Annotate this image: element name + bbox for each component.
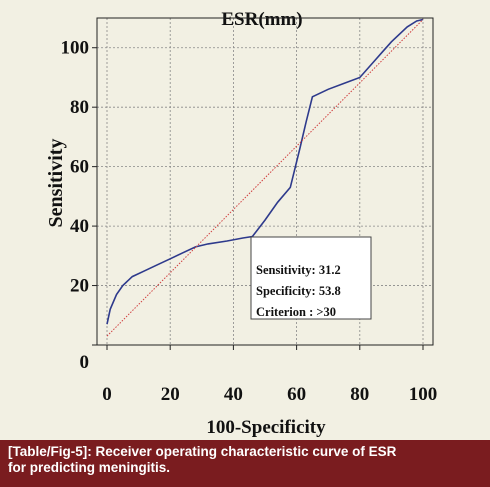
annotation-sensitivity: Sensitivity: 31.2: [256, 263, 341, 277]
y-tick-label: 20: [70, 276, 89, 297]
y-tick-labels: 0 20 40 60 80 100: [61, 38, 90, 373]
y-tick-label: 100: [61, 38, 90, 59]
y-tick-label: 60: [70, 157, 89, 178]
reference-diagonal-line: [106, 19, 424, 337]
roc-curve-line: [106, 18, 424, 325]
y-tick-label: 0: [80, 352, 90, 373]
x-axis-label: 100-Specificity: [206, 417, 326, 438]
plot-area-border: [96, 17, 434, 346]
y-axis-label: Sensitivity: [45, 139, 67, 228]
annotation-specificity: Specificity: 53.8: [256, 284, 341, 298]
x-tick-label: 0: [102, 384, 112, 405]
annotation-box-border: [250, 236, 372, 320]
caption-line-1: [Table/Fig-5]: Receiver operating charac…: [8, 444, 397, 459]
x-tick-label: 100: [409, 384, 438, 405]
x-tick-label: 40: [224, 384, 243, 405]
tick-marks: [92, 47, 424, 350]
x-tick-label: 20: [161, 384, 180, 405]
series-layer: [106, 18, 424, 337]
caption-line-2: for predicting meningitis.: [8, 460, 171, 475]
x-tick-label: 80: [350, 384, 369, 405]
chart-title: ESR(mm): [221, 9, 302, 30]
cutoff-annotation: Sensitivity: 31.2 Specificity: 53.8 Crit…: [250, 236, 372, 320]
figure-caption: [Table/Fig-5]: Receiver operating charac…: [0, 440, 490, 487]
y-tick-label: 80: [70, 97, 89, 118]
x-tick-labels: 0 20 40 60 80 100: [102, 384, 437, 405]
roc-chart: ESR(mm) 0 20 40 60 80 100 0 20 40 60 80 100 Sensit…: [45, 9, 437, 438]
y-tick-label: 40: [70, 216, 89, 237]
roc-figure: ESR(mm) 0 20 40 60 80 100 0 20 40 60 80 100 Sensit…: [45, 9, 438, 438]
x-tick-label: 60: [287, 384, 306, 405]
annotation-criterion: Criterion : >30: [256, 305, 336, 319]
